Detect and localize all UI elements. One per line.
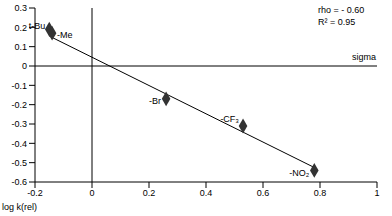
svg-text:-0.2: -0.2 bbox=[11, 100, 27, 110]
svg-text:-0.5: -0.5 bbox=[11, 158, 27, 168]
html-text:sigma: sigma bbox=[352, 52, 376, 62]
svg-text:-0.2: -0.2 bbox=[27, 188, 43, 198]
svg-text:t-Bu: t-Bu bbox=[29, 21, 46, 31]
svg-text:0.2: 0.2 bbox=[14, 23, 27, 33]
svg-text:0.8: 0.8 bbox=[314, 188, 327, 198]
html-text:rho = - 0.60: rho = - 0.60 bbox=[318, 5, 365, 15]
svg-text:-0.6: -0.6 bbox=[11, 177, 27, 187]
svg-text:0: 0 bbox=[22, 61, 27, 71]
svg-text:-NO₂: -NO₂ bbox=[289, 168, 309, 178]
svg-text:0.6: 0.6 bbox=[257, 188, 270, 198]
html-text:log k(rel): log k(rel) bbox=[2, 202, 37, 212]
svg-text:1: 1 bbox=[374, 188, 379, 198]
svg-text:0.3: 0.3 bbox=[14, 3, 27, 13]
svg-text:0.2: 0.2 bbox=[143, 188, 156, 198]
svg-text:0: 0 bbox=[89, 188, 94, 198]
svg-text:-0.3: -0.3 bbox=[11, 119, 27, 129]
svg-text:0.4: 0.4 bbox=[200, 188, 213, 198]
svg-text:-Me: -Me bbox=[57, 30, 73, 40]
svg-text:-Br: -Br bbox=[149, 96, 161, 106]
svg-text:-0.4: -0.4 bbox=[11, 139, 27, 149]
svg-text:-0.1: -0.1 bbox=[11, 81, 27, 91]
html-text:R² = 0.95: R² = 0.95 bbox=[318, 17, 356, 27]
svg-text:-CF₃: -CF₃ bbox=[220, 114, 239, 124]
svg-text:0.1: 0.1 bbox=[14, 42, 27, 52]
